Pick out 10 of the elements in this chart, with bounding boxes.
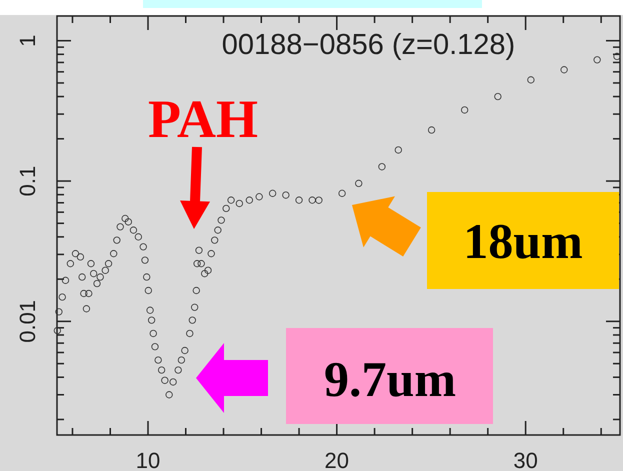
text: 00188−0856 (z=0.128): [222, 29, 516, 61]
annotation: 9.7um: [324, 351, 456, 407]
x-tick-label: 20: [324, 448, 350, 471]
annotation: PAH: [148, 89, 258, 149]
y-tick-label: 0.01: [15, 300, 40, 343]
annotation: 18um: [463, 213, 583, 269]
x-tick-label: 30: [513, 448, 538, 471]
y-tick-label: 0.1: [15, 166, 40, 196]
y-tick-label: 1: [15, 34, 40, 47]
x-tick-label: 10: [136, 448, 160, 471]
